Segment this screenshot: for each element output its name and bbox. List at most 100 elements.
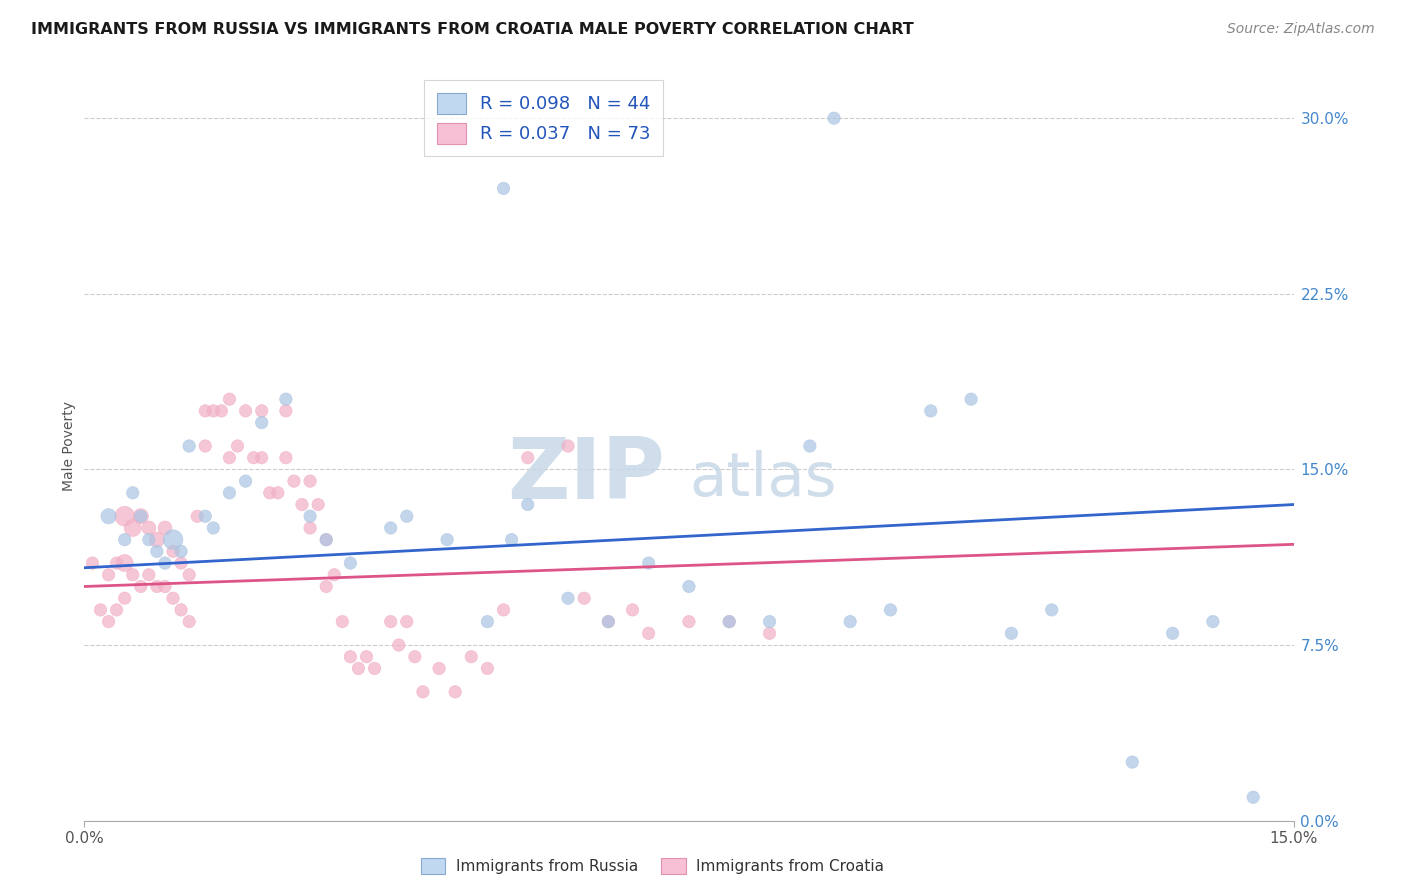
Point — [129, 509, 152, 524]
Point — [557, 591, 579, 606]
Point — [97, 567, 120, 582]
Point — [218, 450, 240, 465]
Point — [259, 485, 281, 500]
Point — [492, 603, 515, 617]
Point — [209, 404, 232, 418]
Point — [218, 392, 240, 407]
Point — [460, 649, 482, 664]
Point — [170, 603, 193, 617]
Point — [1121, 755, 1143, 769]
Point — [323, 567, 346, 582]
Point — [146, 533, 169, 547]
Point — [395, 615, 418, 629]
Point — [97, 509, 120, 524]
Point — [516, 450, 538, 465]
Point — [186, 509, 208, 524]
Point — [242, 450, 264, 465]
Point — [129, 509, 152, 524]
Point — [267, 485, 290, 500]
Point — [146, 544, 169, 558]
Y-axis label: Male Poverty: Male Poverty — [62, 401, 76, 491]
Point — [179, 439, 201, 453]
Text: ZIP: ZIP — [508, 434, 665, 517]
Point — [492, 181, 515, 195]
Point — [146, 580, 169, 594]
Point — [339, 556, 361, 570]
Text: IMMIGRANTS FROM RUSSIA VS IMMIGRANTS FROM CROATIA MALE POVERTY CORRELATION CHART: IMMIGRANTS FROM RUSSIA VS IMMIGRANTS FRO… — [31, 22, 914, 37]
Point — [1241, 790, 1264, 805]
Point — [823, 112, 845, 126]
Point — [82, 556, 104, 570]
Point — [315, 533, 337, 547]
Point — [138, 533, 160, 547]
Point — [194, 509, 217, 524]
Point — [395, 509, 418, 524]
Point — [678, 580, 700, 594]
Point — [274, 404, 297, 418]
Point — [194, 439, 217, 453]
Point — [621, 603, 644, 617]
Point — [250, 450, 273, 465]
Point — [637, 556, 659, 570]
Point — [274, 450, 297, 465]
Point — [202, 521, 225, 535]
Point — [299, 521, 322, 535]
Text: atlas: atlas — [689, 450, 837, 509]
Point — [170, 544, 193, 558]
Point — [274, 392, 297, 407]
Point — [758, 626, 780, 640]
Point — [1040, 603, 1063, 617]
Point — [718, 615, 741, 629]
Point — [330, 615, 353, 629]
Point — [105, 603, 128, 617]
Point — [138, 521, 160, 535]
Point — [678, 615, 700, 629]
Text: Source: ZipAtlas.com: Source: ZipAtlas.com — [1227, 22, 1375, 37]
Point — [162, 544, 184, 558]
Point — [170, 556, 193, 570]
Point — [380, 521, 402, 535]
Point — [299, 474, 322, 488]
Point — [758, 615, 780, 629]
Point — [879, 603, 901, 617]
Legend: Immigrants from Russia, Immigrants from Croatia: Immigrants from Russia, Immigrants from … — [415, 852, 890, 880]
Point — [598, 615, 620, 629]
Point — [162, 533, 184, 547]
Point — [291, 498, 314, 512]
Point — [477, 615, 499, 629]
Point — [153, 556, 176, 570]
Point — [363, 661, 385, 675]
Point — [315, 533, 337, 547]
Point — [179, 615, 201, 629]
Point — [356, 649, 378, 664]
Point — [138, 567, 160, 582]
Point — [477, 661, 499, 675]
Point — [1202, 615, 1225, 629]
Point — [153, 580, 176, 594]
Point — [283, 474, 305, 488]
Point — [179, 567, 201, 582]
Point — [799, 439, 821, 453]
Point — [839, 615, 862, 629]
Point — [315, 580, 337, 594]
Point — [557, 439, 579, 453]
Point — [444, 685, 467, 699]
Point — [202, 404, 225, 418]
Point — [412, 685, 434, 699]
Point — [162, 591, 184, 606]
Point — [572, 591, 595, 606]
Point — [516, 498, 538, 512]
Point — [250, 416, 273, 430]
Point — [427, 661, 450, 675]
Point — [299, 509, 322, 524]
Point — [637, 626, 659, 640]
Point — [89, 603, 111, 617]
Point — [114, 509, 136, 524]
Point — [97, 615, 120, 629]
Point — [129, 580, 152, 594]
Point — [114, 556, 136, 570]
Point — [235, 474, 257, 488]
Point — [380, 615, 402, 629]
Point — [226, 439, 249, 453]
Point — [347, 661, 370, 675]
